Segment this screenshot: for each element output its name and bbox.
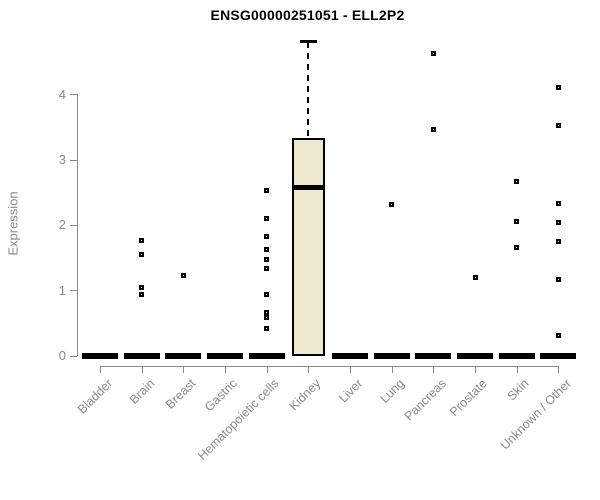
outlier-point	[555, 123, 561, 129]
outlier-point	[514, 244, 520, 250]
outlier-point	[472, 275, 478, 281]
zero-box	[498, 352, 535, 359]
x-tick	[350, 365, 351, 373]
outlier-point	[555, 85, 561, 91]
outlier-point	[264, 247, 270, 253]
category-label: Lung	[377, 376, 407, 406]
outlier-point	[514, 219, 520, 225]
y-tick	[70, 355, 77, 357]
x-tick	[266, 365, 268, 373]
y-axis-label: Expression	[5, 191, 21, 256]
zero-box	[415, 352, 452, 359]
x-tick	[141, 365, 143, 373]
outlier-point	[139, 238, 145, 244]
outlier-point	[264, 292, 270, 298]
outlier-point	[180, 273, 186, 279]
x-tick	[391, 365, 393, 373]
y-tick	[70, 290, 77, 292]
y-tick	[70, 94, 77, 96]
median-line	[291, 184, 325, 190]
outlier-point	[514, 178, 520, 184]
outlier-point	[555, 276, 561, 282]
category-label: Prostate	[447, 376, 491, 420]
outlier-point	[264, 188, 270, 194]
outlier-point	[264, 257, 270, 262]
x-axis-line	[100, 365, 560, 367]
x-tick	[516, 365, 518, 373]
y-tick	[70, 159, 77, 161]
zero-box	[82, 352, 118, 359]
category-label: Hematopoietic cells	[195, 376, 282, 463]
category-label: Breast	[163, 376, 199, 412]
category-label: Gastric	[202, 376, 241, 415]
x-tick	[558, 365, 560, 373]
zero-box	[373, 352, 410, 359]
zero-box	[165, 352, 202, 359]
outlier-point	[555, 219, 561, 225]
x-tick	[308, 365, 310, 373]
x-tick	[475, 365, 476, 373]
y-tick	[70, 224, 77, 226]
category-label: Brain	[126, 376, 157, 407]
outlier-point	[264, 326, 270, 332]
category-label: Skin	[504, 376, 532, 404]
upper-whisker	[307, 41, 310, 138]
outlier-point	[555, 332, 561, 338]
zero-box	[332, 352, 368, 359]
outlier-point	[139, 284, 145, 290]
zero-box	[457, 352, 493, 359]
outlier-point	[389, 201, 395, 207]
category-label: Bladder	[74, 376, 116, 417]
zero-box	[123, 352, 160, 359]
x-tick	[183, 365, 185, 373]
outlier-point	[555, 239, 561, 245]
y-tick-label: 0	[58, 348, 66, 364]
category-label: Kidney	[286, 376, 324, 414]
category-label: Liver	[336, 376, 366, 406]
zero-box	[248, 352, 285, 359]
outlier-point	[264, 310, 270, 315]
outlier-point	[264, 234, 270, 240]
outlier-point	[555, 200, 561, 206]
chart-title: ENSG00000251051 - ELL2P2	[210, 7, 405, 23]
x-tick	[225, 365, 226, 373]
outlier-point	[139, 251, 145, 257]
zero-box	[207, 352, 243, 359]
outlier-point	[264, 314, 270, 320]
outlier-point	[430, 127, 436, 132]
y-tick-label: 2	[58, 217, 66, 233]
zero-box	[540, 352, 577, 359]
box	[291, 138, 325, 356]
y-tick-label: 1	[58, 282, 66, 298]
whisker-cap	[299, 40, 317, 44]
outlier-point	[139, 292, 145, 298]
outlier-point	[264, 266, 270, 272]
y-tick-label: 4	[58, 86, 66, 102]
x-tick	[433, 365, 435, 373]
category-label: Pancreas	[401, 376, 449, 424]
x-tick	[100, 365, 101, 373]
outlier-point	[264, 215, 270, 221]
y-axis-line	[77, 94, 78, 356]
outlier-point	[430, 50, 436, 56]
y-tick-label: 3	[58, 152, 66, 168]
